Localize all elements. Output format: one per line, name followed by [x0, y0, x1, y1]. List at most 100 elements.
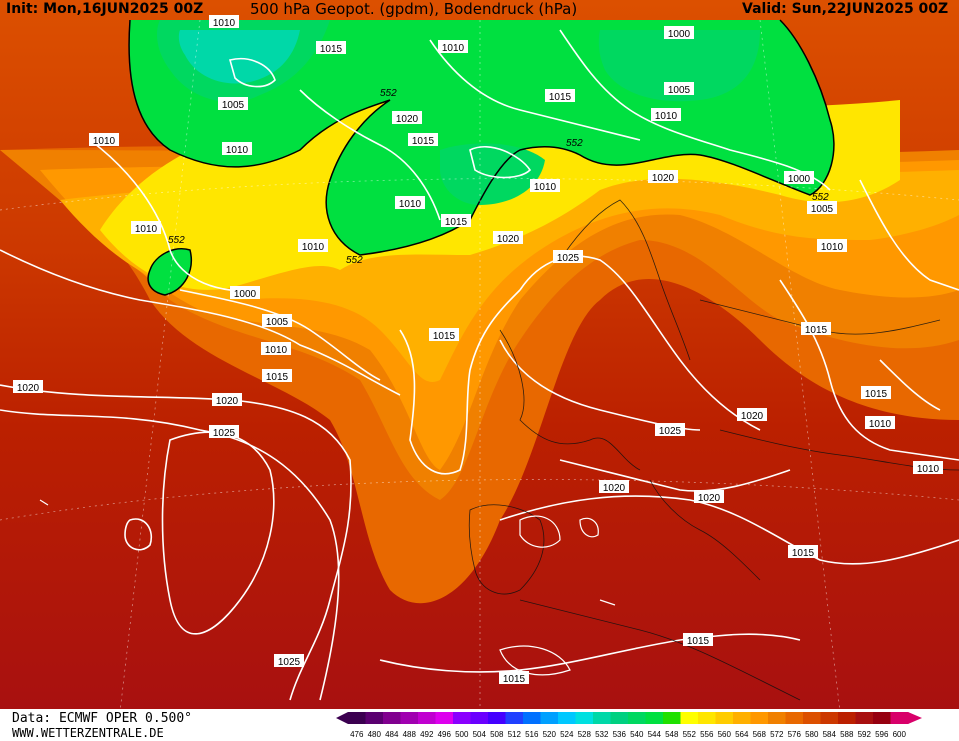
colorbar-tick-label: 500: [455, 730, 469, 739]
pressure-label-box: [737, 408, 767, 421]
colorbar-tick-label: 548: [665, 730, 679, 739]
pressure-label: 1010: [655, 111, 678, 122]
colorbar-swatch: [400, 712, 419, 724]
colorbar-tick-label: 576: [787, 730, 801, 739]
website: WWW.WETTERZENTRALE.DE: [12, 726, 164, 740]
pressure-label: 1010: [442, 43, 465, 54]
colorbar-swatch: [365, 712, 384, 724]
map-title: 500 hPa Geopot. (gpdm), Bodendruck (hPa): [250, 0, 578, 18]
pressure-label-box: [493, 231, 523, 244]
colorbar-tick-label: 580: [805, 730, 819, 739]
pressure-label: 1005: [266, 317, 289, 328]
pressure-label: 1005: [811, 204, 834, 215]
colorbar-arrow-left: [336, 712, 348, 724]
colorbar-swatch: [628, 712, 646, 724]
colorbar-swatch: [383, 712, 401, 724]
pressure-label-box: [261, 342, 291, 355]
pressure-label-box: [392, 111, 422, 124]
colorbar-swatch: [663, 712, 681, 724]
pressure-label: 1010: [265, 345, 288, 356]
init-label: Init: Mon,16JUN2025 00Z: [6, 1, 204, 17]
pressure-label-box: [441, 214, 471, 227]
pressure-label: 1020: [17, 383, 40, 394]
colorbar-swatch: [820, 712, 839, 724]
colorbar-tick-label: 556: [700, 730, 714, 739]
colorbar-swatch: [715, 712, 734, 724]
colorbar-swatch: [838, 712, 856, 724]
pressure-label-box: [694, 490, 724, 503]
pressure-label-box: [131, 221, 161, 234]
label-552: 552: [168, 235, 185, 246]
pressure-label-box: [553, 250, 583, 263]
colorbar-tick-label: 484: [385, 730, 399, 739]
colorbar-tick-label: 596: [875, 730, 889, 739]
colorbar-tick-label: 520: [542, 730, 556, 739]
pressure-label: 1015: [503, 674, 526, 685]
pressure-label-box: [395, 196, 425, 209]
pressure-label-box: [218, 97, 248, 110]
pressure-label: 1015: [266, 372, 289, 383]
pressure-label-box: [316, 41, 346, 54]
colorbar-tick-label: 536: [612, 730, 626, 739]
colorbar-tick-label: 496: [437, 730, 451, 739]
colorbar-swatch: [645, 712, 664, 724]
label-552: 552: [380, 88, 397, 99]
graticule: [0, 19, 959, 713]
coast-white: [39, 499, 616, 676]
pressure-label-box: [408, 133, 438, 146]
pressure-label-box: [545, 89, 575, 102]
colorbar-tick-label: 504: [472, 730, 486, 739]
pressure-label-box: [429, 328, 459, 341]
label-552: 552: [346, 255, 363, 266]
colorbar-tick-label: 568: [752, 730, 766, 739]
pressure-label-box: [817, 239, 847, 252]
pressure-label-box: [788, 545, 818, 558]
isobars: [0, 29, 959, 701]
pressure-label-box: [209, 15, 239, 28]
colorbar-swatch: [750, 712, 769, 724]
header: Init: Mon,16JUN2025 00Z 500 hPa Geopot. …: [0, 0, 959, 20]
pressure-label: 1010: [226, 145, 249, 156]
colorbar-swatch: [505, 712, 524, 724]
colorbar-swatch: [348, 712, 366, 724]
colorbar-tick-label: 600: [892, 730, 906, 739]
field-green-4: [598, 30, 760, 102]
label-552: 552: [566, 138, 583, 149]
colorbar-swatch: [680, 712, 699, 724]
colorbar-arrow-right: [908, 712, 922, 724]
colorbar-swatch: [873, 712, 891, 724]
pressure-label: 1005: [668, 85, 691, 96]
pressure-label-box: [683, 633, 713, 646]
pressure-label-box: [865, 416, 895, 429]
pressure-label-box: [664, 26, 694, 39]
pressure-label: 1020: [652, 173, 675, 184]
colorbar-swatch: [768, 712, 786, 724]
pressure-label-box: [209, 425, 239, 438]
pressure-label-box: [262, 369, 292, 382]
colorbar-swatch: [523, 712, 541, 724]
colorbar-swatch: [418, 712, 436, 724]
colorbar-tick-label: 488: [402, 730, 416, 739]
colorbar-tick-label: 492: [420, 730, 434, 739]
colorbar-swatch: [453, 712, 471, 724]
pressure-label: 1020: [603, 483, 626, 494]
pressure-label: 1010: [821, 242, 844, 253]
colorbar-swatch: [540, 712, 559, 724]
pressure-label: 1015: [412, 136, 435, 147]
pressure-label: 1010: [213, 18, 236, 29]
footer: Data: ECMWF OPER 0.500° WWW.WETTERZENTRA…: [0, 709, 959, 741]
colorbar-tick-label: 524: [560, 730, 574, 739]
colorbar-tick-label: 552: [682, 730, 696, 739]
contour-552-sw: [147, 248, 192, 296]
colorbar-swatch: [855, 712, 874, 724]
colorbar-swatch: [593, 712, 611, 724]
pressure-label-box: [655, 423, 685, 436]
colorbar-swatch: [558, 712, 576, 724]
pressure-label: 1000: [234, 289, 257, 300]
colorbar-tick-label: 532: [595, 730, 609, 739]
pressure-label: 1000: [668, 29, 691, 40]
pressure-label-box: [530, 179, 560, 192]
pressure-label-box: [13, 380, 43, 393]
pressure-label-box: [801, 322, 831, 335]
pressure-label: 1010: [399, 199, 422, 210]
